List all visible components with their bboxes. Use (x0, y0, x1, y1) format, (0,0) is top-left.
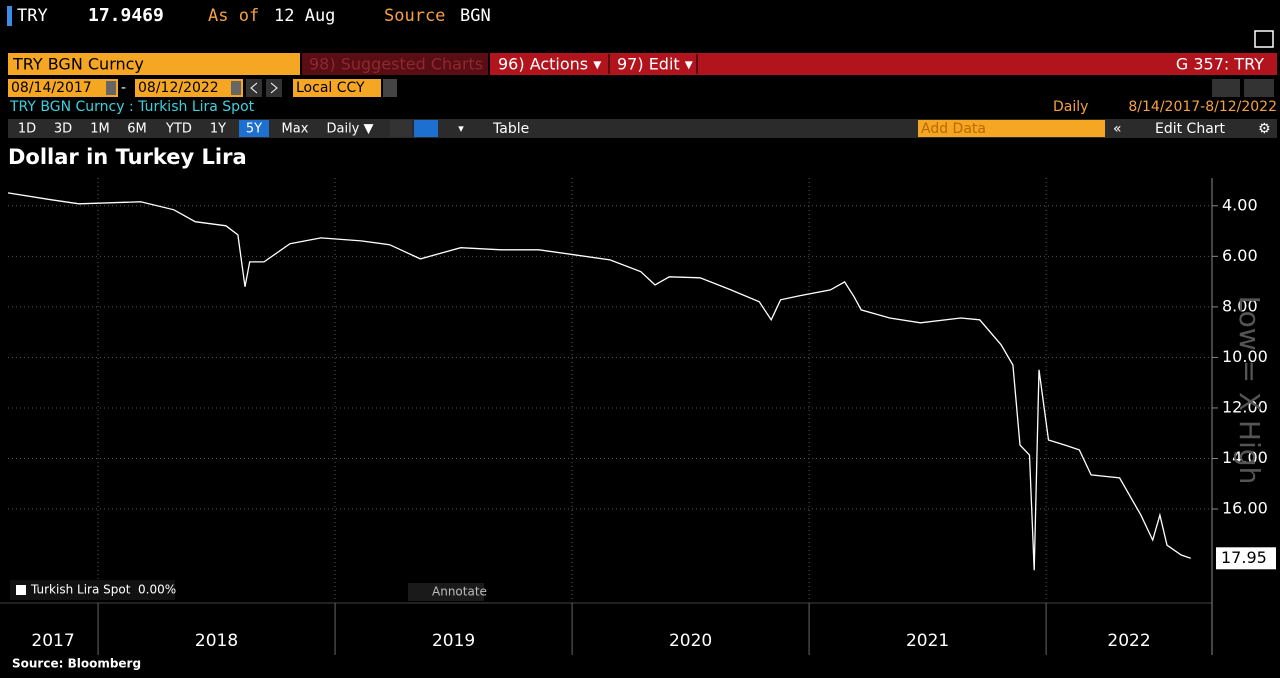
period-button[interactable]: 1M (90, 122, 110, 137)
currency-box[interactable] (293, 79, 381, 97)
bar-tool[interactable] (414, 120, 438, 137)
function-bar (490, 53, 1277, 75)
chart-title: Dollar in Turkey Lira (8, 145, 247, 169)
date-dash: - (121, 80, 126, 96)
start-date: 08/14/2017 (11, 80, 92, 96)
x-tick-label: 2018 (195, 631, 238, 651)
period-selected[interactable] (239, 120, 269, 137)
period-button[interactable]: 1D (18, 122, 36, 137)
collapse-button[interactable]: « (1113, 121, 1122, 137)
period-button[interactable]: 1Y (210, 122, 226, 137)
edit-chart-button[interactable]: Edit Chart (1155, 121, 1226, 137)
suggested: 98) Suggested Charts (309, 55, 483, 74)
y-tick-label: 12.00 (1222, 397, 1268, 416)
prev-icon (250, 82, 258, 94)
period-button[interactable]: YTD (165, 122, 192, 137)
header-as-of: 12 Aug (274, 6, 335, 26)
end-date-box[interactable] (135, 79, 243, 97)
last-price-tag (1216, 547, 1276, 570)
y-tick-label: 14.00 (1222, 448, 1268, 467)
security-box[interactable] (8, 53, 300, 75)
last-price-label: 17.95 (1221, 548, 1267, 567)
y-tick-label: 6.00 (1222, 246, 1258, 265)
currency: Local CCY (296, 80, 365, 96)
currency-dropdown[interactable] (383, 79, 397, 97)
y-axis-label: Low = X High (1233, 296, 1266, 485)
legend (10, 580, 175, 600)
frequency: Daily (1053, 99, 1088, 115)
header-source-label: Source (384, 6, 445, 26)
y-tick-label: 10.00 (1222, 347, 1268, 366)
header-marker (7, 6, 12, 26)
description: TRY BGN Curncy : Turkish Lira Spot (9, 99, 255, 115)
window-icon[interactable] (1254, 30, 1274, 48)
settings-button[interactable]: ⚙ (1258, 121, 1271, 137)
legend-swatch (16, 585, 26, 595)
y-tick-label: 16.00 (1222, 499, 1268, 518)
y-tick-label: 8.00 (1222, 296, 1258, 315)
next-button[interactable] (266, 79, 282, 97)
tool-dropdown[interactable]: ▾ (458, 122, 464, 135)
redo-button[interactable] (1244, 79, 1274, 97)
add-data-box[interactable] (918, 120, 1105, 137)
line-tool[interactable] (390, 120, 412, 137)
calendar-icon[interactable] (231, 81, 241, 95)
suggested-button[interactable] (302, 53, 488, 75)
annotate-button[interactable] (408, 583, 484, 601)
date-range: 8/14/2017-8/12/2022 (1128, 99, 1277, 115)
header-as-of-label: As of (208, 6, 259, 26)
x-tick-label: 2020 (669, 631, 712, 651)
header-price: 17.9469 (88, 5, 164, 26)
period-button[interactable]: 3D (54, 122, 72, 137)
x-tick-label: 2022 (1107, 631, 1150, 651)
undo-button[interactable] (1212, 79, 1240, 97)
next-icon (270, 82, 278, 94)
end-date: 08/12/2022 (138, 80, 219, 96)
x-tick-label: 2021 (906, 631, 949, 651)
security: TRY BGN Curncy (12, 55, 144, 74)
period-button[interactable]: 5Y (246, 122, 262, 137)
start-date-box[interactable] (8, 79, 118, 97)
actions-button[interactable]: 96) Actions ▾ (498, 55, 601, 74)
source-note: Source: Bloomberg (12, 657, 141, 671)
header-ticker: TRY (17, 6, 48, 26)
function-code: G 357: TRY (1176, 55, 1264, 74)
legend-change: 0.00% (138, 583, 176, 597)
edit-button[interactable]: 97) Edit ▾ (617, 55, 693, 74)
price-line (7, 192, 1191, 571)
annotate: Annotate (432, 585, 487, 599)
period-button[interactable]: Daily ▼ (326, 122, 373, 137)
x-tick-label: 2019 (432, 631, 475, 651)
calendar-icon[interactable] (106, 81, 116, 95)
prev-button[interactable] (246, 79, 262, 97)
header-source: BGN (460, 6, 491, 26)
x-tick-label: 2017 (31, 631, 74, 651)
y-tick-label: 4.00 (1222, 195, 1258, 214)
period-button[interactable]: 6M (127, 122, 147, 137)
table-button[interactable]: Table (492, 121, 529, 137)
add-data: Add Data (921, 121, 986, 137)
period-button[interactable]: Max (282, 122, 309, 137)
legend-name: Turkish Lira Spot (30, 583, 131, 597)
